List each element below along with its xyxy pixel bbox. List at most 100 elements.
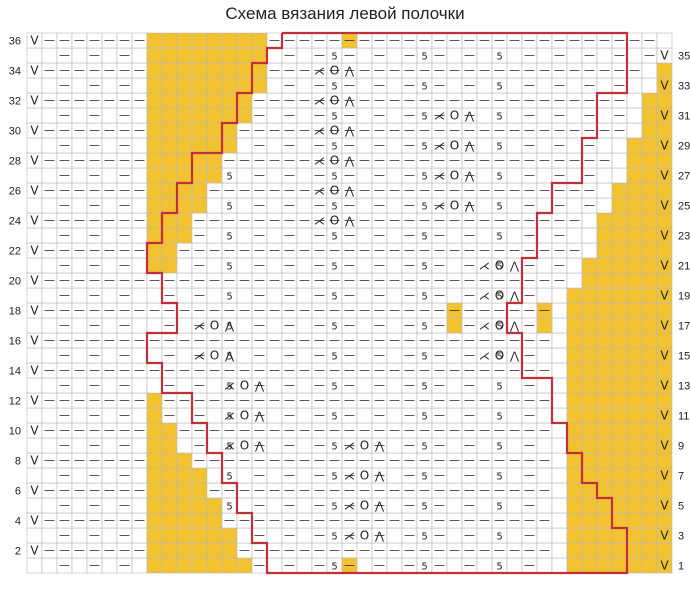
stitch-symbol: —: [89, 109, 100, 122]
chart-cell: [641, 377, 658, 394]
stitch-symbol: —: [254, 469, 265, 482]
stitch-symbol: —: [224, 424, 235, 437]
chart-cell: [191, 482, 208, 499]
stitch-symbol: —: [359, 544, 370, 557]
stitch-symbol: —: [89, 394, 100, 407]
stitch-symbol: —: [419, 214, 430, 227]
stitch-symbol: —: [119, 214, 130, 227]
stitch-symbol: —: [449, 34, 460, 47]
stitch-symbol: —: [359, 424, 370, 437]
stitch-symbol: O: [495, 349, 504, 363]
row-label-left: 16: [9, 336, 21, 348]
row-label-left: 30: [9, 126, 21, 138]
stitch-symbol: —: [254, 454, 265, 467]
chart-cell: [611, 152, 628, 169]
chart-cell: [386, 137, 403, 154]
stitch-symbol: —: [119, 559, 130, 572]
stitch-symbol: —: [344, 49, 355, 62]
stitch-symbol: 5: [421, 142, 427, 153]
stitch-symbol: —: [314, 484, 325, 497]
stitch-symbol: —: [464, 34, 475, 47]
stitch-symbol: —: [494, 184, 505, 197]
stitch-symbol: —: [74, 454, 85, 467]
row-label-right: 19: [678, 291, 690, 303]
stitch-symbol: —: [374, 184, 385, 197]
chart-cell: [26, 437, 43, 454]
chart-cell: [581, 272, 598, 289]
chart-cell: [146, 227, 163, 244]
stitch-symbol: —: [299, 514, 310, 527]
stitch-symbol: —: [374, 484, 385, 497]
stitch-symbol: —: [314, 454, 325, 467]
chart-cell: [566, 287, 583, 304]
chart-cell: [581, 377, 598, 394]
stitch-symbol: 5: [331, 112, 337, 123]
chart-cell: [626, 467, 643, 484]
chart-cell: [476, 227, 493, 244]
stitch-symbol: ⋀: [509, 350, 520, 363]
stitch-symbol: —: [59, 154, 70, 167]
stitch-symbol: —: [104, 334, 115, 347]
chart-cell: [551, 422, 568, 439]
stitch-symbol: —: [569, 34, 580, 47]
stitch-symbol: —: [404, 394, 415, 407]
chart-cell: [641, 347, 658, 364]
chart-cell: [386, 437, 403, 454]
stitch-symbol: V: [30, 154, 39, 168]
stitch-symbol: —: [524, 364, 535, 377]
row-label-left: 32: [9, 96, 21, 108]
stitch-symbol: —: [74, 244, 85, 257]
stitch-symbol: —: [404, 289, 415, 302]
stitch-symbol: —: [269, 64, 280, 77]
chart-cell: [356, 257, 373, 274]
chart-cell: [131, 47, 148, 64]
stitch-symbol: —: [479, 334, 490, 347]
chart-cell: [596, 212, 613, 229]
stitch-symbol: V: [660, 469, 669, 483]
chart-cell: [476, 527, 493, 544]
chart-cell: [611, 377, 628, 394]
stitch-symbol: —: [314, 244, 325, 257]
stitch-symbol: —: [434, 454, 445, 467]
stitch-symbol: —: [494, 64, 505, 77]
stitch-symbol: —: [599, 34, 610, 47]
chart-cell: [146, 422, 163, 439]
stitch-symbol: —: [89, 79, 100, 92]
stitch-symbol: —: [104, 244, 115, 257]
stitch-symbol: ⋌: [344, 470, 355, 483]
chart-cell: [296, 377, 313, 394]
stitch-symbol: —: [614, 124, 625, 137]
stitch-symbol: —: [284, 154, 295, 167]
stitch-symbol: —: [239, 394, 250, 407]
chart-cell: [566, 392, 583, 409]
chart-cell: [626, 122, 643, 139]
stitch-symbol: —: [404, 34, 415, 47]
stitch-symbol: —: [434, 79, 445, 92]
stitch-symbol: V: [30, 514, 39, 528]
stitch-symbol: —: [449, 484, 460, 497]
stitch-symbol: ⋀: [509, 320, 520, 333]
stitch-symbol: —: [479, 364, 490, 377]
chart-cell: [506, 527, 523, 544]
stitch-symbol: —: [449, 124, 460, 137]
stitch-symbol: —: [389, 454, 400, 467]
stitch-symbol: —: [359, 514, 370, 527]
stitch-symbol: —: [464, 64, 475, 77]
stitch-symbol: 5: [421, 382, 427, 393]
stitch-symbol: —: [134, 34, 145, 47]
chart-cell: [146, 107, 163, 124]
chart-cell: [26, 47, 43, 64]
stitch-symbol: —: [389, 514, 400, 527]
stitch-symbol: —: [449, 544, 460, 557]
stitch-symbol: —: [389, 64, 400, 77]
stitch-symbol: —: [119, 409, 130, 422]
stitch-symbol: —: [404, 544, 415, 557]
stitch-symbol: —: [449, 154, 460, 167]
chart-cell: [551, 407, 568, 424]
chart-cell: [566, 452, 583, 469]
chart-cell: [206, 197, 223, 214]
chart-cell: [131, 437, 148, 454]
chart-cell: [446, 317, 463, 334]
stitch-symbol: —: [119, 259, 130, 272]
